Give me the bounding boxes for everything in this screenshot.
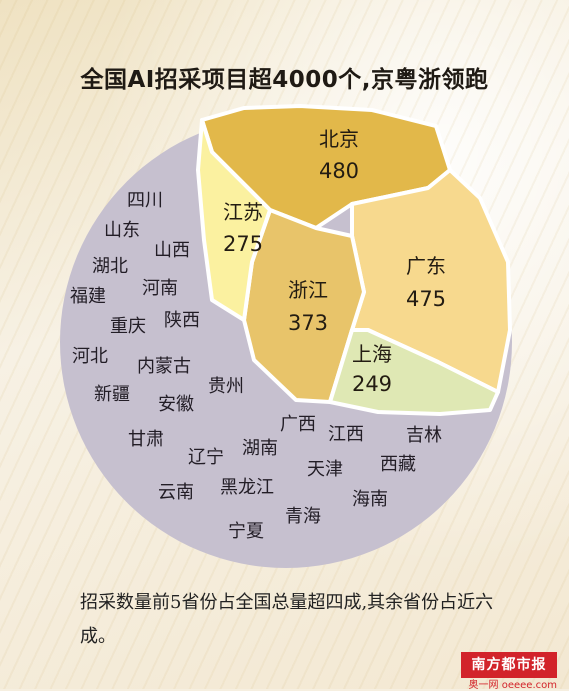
chart-caption: 招采数量前5省份占全国总量超四成,其余省份占近六成。 xyxy=(80,592,494,647)
region-4-name: 上海 xyxy=(352,342,392,366)
other-region-label: 宁夏 xyxy=(228,521,264,542)
other-region-label: 天津 xyxy=(307,459,343,480)
other-region-label: 安徽 xyxy=(158,394,194,415)
other-region-label: 江西 xyxy=(328,424,364,445)
other-region-label: 青海 xyxy=(285,506,321,527)
other-region-label: 黑龙江 xyxy=(220,477,274,498)
other-region-label: 贵州 xyxy=(208,376,244,397)
logo-subtitle: 奥一网 oeeee.com xyxy=(468,680,557,691)
region-1-value: 475 xyxy=(406,287,446,311)
other-region-label: 河南 xyxy=(142,278,178,299)
region-4-value: 249 xyxy=(352,372,392,396)
other-region-label: 重庆 xyxy=(110,316,146,337)
region-0-value: 480 xyxy=(319,159,359,183)
other-region-label: 吉林 xyxy=(406,425,442,446)
region-2-name: 浙江 xyxy=(288,278,328,302)
other-region-label: 四川 xyxy=(127,190,163,211)
other-region-label: 辽宁 xyxy=(188,447,224,468)
chart-title: 全国AI招采项目超4000个,京粤浙领跑 xyxy=(80,67,489,93)
other-region-label: 广西 xyxy=(280,414,316,435)
other-region-label: 山西 xyxy=(154,240,190,261)
other-region-label: 甘肃 xyxy=(128,429,164,450)
other-region-label: 云南 xyxy=(158,482,194,503)
other-region-label: 内蒙古 xyxy=(137,356,191,377)
region-4-cell xyxy=(328,328,500,416)
other-region-label: 海南 xyxy=(352,489,388,510)
other-region-label: 新疆 xyxy=(94,384,130,405)
region-2-value: 373 xyxy=(288,311,328,335)
other-region-label: 福建 xyxy=(70,286,106,307)
other-region-label: 陕西 xyxy=(164,310,200,331)
newspaper-logo: 南方都市报 xyxy=(461,652,557,678)
other-region-label: 河北 xyxy=(72,346,108,367)
other-region-label: 湖北 xyxy=(92,256,128,277)
other-region-label: 湖南 xyxy=(242,438,278,459)
region-3-cell xyxy=(196,118,272,322)
other-region-label: 西藏 xyxy=(380,454,416,475)
region-0-name: 北京 xyxy=(319,127,359,151)
other-region-label: 山东 xyxy=(104,220,140,241)
region-1-name: 广东 xyxy=(406,254,446,278)
region-3-value: 275 xyxy=(223,232,263,256)
region-3-name: 江苏 xyxy=(223,200,263,224)
